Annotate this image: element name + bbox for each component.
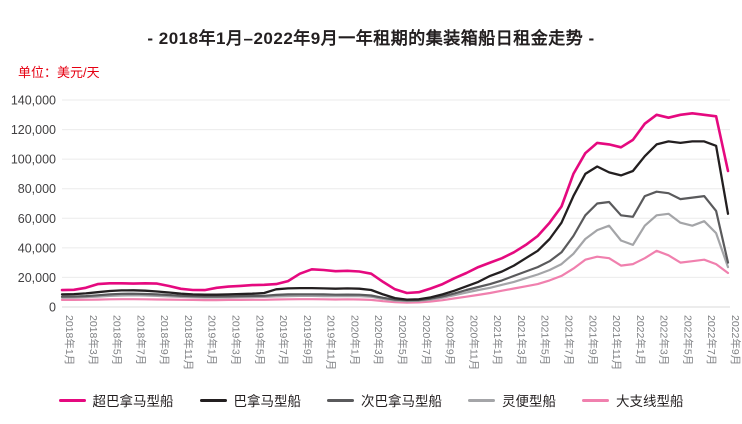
y-axis-tick-label: 120,000 bbox=[11, 123, 56, 137]
unit-label: 单位：美元/天 bbox=[18, 65, 100, 80]
chart-title: - 2018年1月–2022年9月一年租期的集装箱船日租金走势 - bbox=[147, 29, 595, 48]
x-axis-tick-label: 2019年1月 bbox=[206, 315, 219, 365]
chart-legend: 超巴拿马型船 巴拿马型船 次巴拿马型船 灵便型船 大支线型船 bbox=[0, 390, 742, 410]
x-axis-tick-label: 2022年9月 bbox=[729, 315, 742, 365]
x-axis-tick-label: 2022年1月 bbox=[634, 315, 647, 365]
series-line-1 bbox=[60, 140, 730, 301]
x-axis-tick-label: 2021年1月 bbox=[491, 315, 504, 365]
x-axis-tick-label: 2020年7月 bbox=[420, 315, 433, 365]
x-axis-tick-label: 2019年5月 bbox=[253, 315, 266, 365]
legend-label: 次巴拿马型船 bbox=[361, 394, 442, 409]
series-line-2 bbox=[60, 190, 730, 302]
x-axis-tick-label: 2018年5月 bbox=[111, 315, 124, 365]
legend-item-4[interactable]: 大支线型船 bbox=[582, 390, 684, 410]
legend-label: 超巴拿马型船 bbox=[92, 394, 174, 409]
legend-swatch-icon bbox=[582, 398, 609, 402]
legend-item-1[interactable]: 巴拿马型船 bbox=[199, 390, 302, 410]
x-axis-tick-label: 2021年3月 bbox=[515, 315, 528, 365]
y-axis-tick-label: 80,000 bbox=[18, 182, 56, 196]
x-axis-tick-label: 2018年11月 bbox=[182, 315, 195, 370]
x-axis-tick-label: 2018年1月 bbox=[63, 315, 76, 365]
series-line-0 bbox=[60, 111, 730, 295]
x-axis-tick-label: 2020年3月 bbox=[372, 315, 385, 365]
legend-swatch-icon bbox=[327, 398, 354, 402]
y-axis-tick-label: 20,000 bbox=[18, 271, 56, 285]
x-axis-tick-label: 2019年9月 bbox=[301, 315, 314, 365]
rate-line-chart: 0 20,000 40,000 60,000 80,000 100,000 120,000 1… bbox=[11, 94, 742, 371]
x-axis-tick-label: 2020年9月 bbox=[444, 315, 457, 365]
x-axis-tick-label: 2022年7月 bbox=[705, 315, 718, 365]
legend-item-2[interactable]: 次巴拿马型船 bbox=[327, 390, 442, 410]
x-axis-tick-label: 2020年5月 bbox=[396, 315, 409, 365]
x-axis-tick-label: 2021年9月 bbox=[586, 315, 599, 365]
legend-label: 灵便型船 bbox=[502, 394, 556, 409]
y-axis-tick-label: 40,000 bbox=[18, 241, 56, 255]
y-axis-tick-label: 140,000 bbox=[11, 94, 56, 108]
x-axis-tick-label: 2020年1月 bbox=[348, 315, 361, 365]
x-axis-tick-label: 2019年7月 bbox=[277, 315, 290, 365]
legend-item-3[interactable]: 灵便型船 bbox=[468, 390, 556, 410]
x-axis-tick-label: 2018年7月 bbox=[134, 315, 147, 365]
x-axis-tick-label: 2018年9月 bbox=[158, 315, 171, 365]
series-line-4 bbox=[60, 249, 730, 304]
x-axis-tick-label: 2022年3月 bbox=[658, 315, 671, 365]
y-axis-tick-label: 100,000 bbox=[11, 153, 56, 167]
x-axis-tick-label: 2021年11月 bbox=[610, 315, 623, 370]
y-axis-tick-label: 0 bbox=[49, 301, 56, 315]
legend-swatch-icon bbox=[199, 398, 227, 402]
legend-swatch-icon bbox=[58, 398, 86, 402]
x-axis-tick-label: 2018年3月 bbox=[87, 315, 100, 365]
x-axis-tick-label: 2022年5月 bbox=[681, 315, 694, 365]
legend-label: 大支线型船 bbox=[616, 394, 684, 409]
y-axis-tick-label: 60,000 bbox=[18, 212, 56, 226]
x-axis-tick-label: 2020年11月 bbox=[467, 315, 480, 370]
x-axis-tick-label: 2019年11月 bbox=[325, 315, 338, 370]
legend-swatch-icon bbox=[468, 398, 495, 402]
x-axis-tick-label: 2021年7月 bbox=[563, 315, 576, 365]
x-axis-tick-label: 2019年3月 bbox=[230, 315, 243, 365]
legend-item-0[interactable]: 超巴拿马型船 bbox=[58, 390, 174, 410]
x-axis-tick-label: 2021年5月 bbox=[539, 315, 552, 365]
legend-label: 巴拿马型船 bbox=[233, 394, 302, 409]
